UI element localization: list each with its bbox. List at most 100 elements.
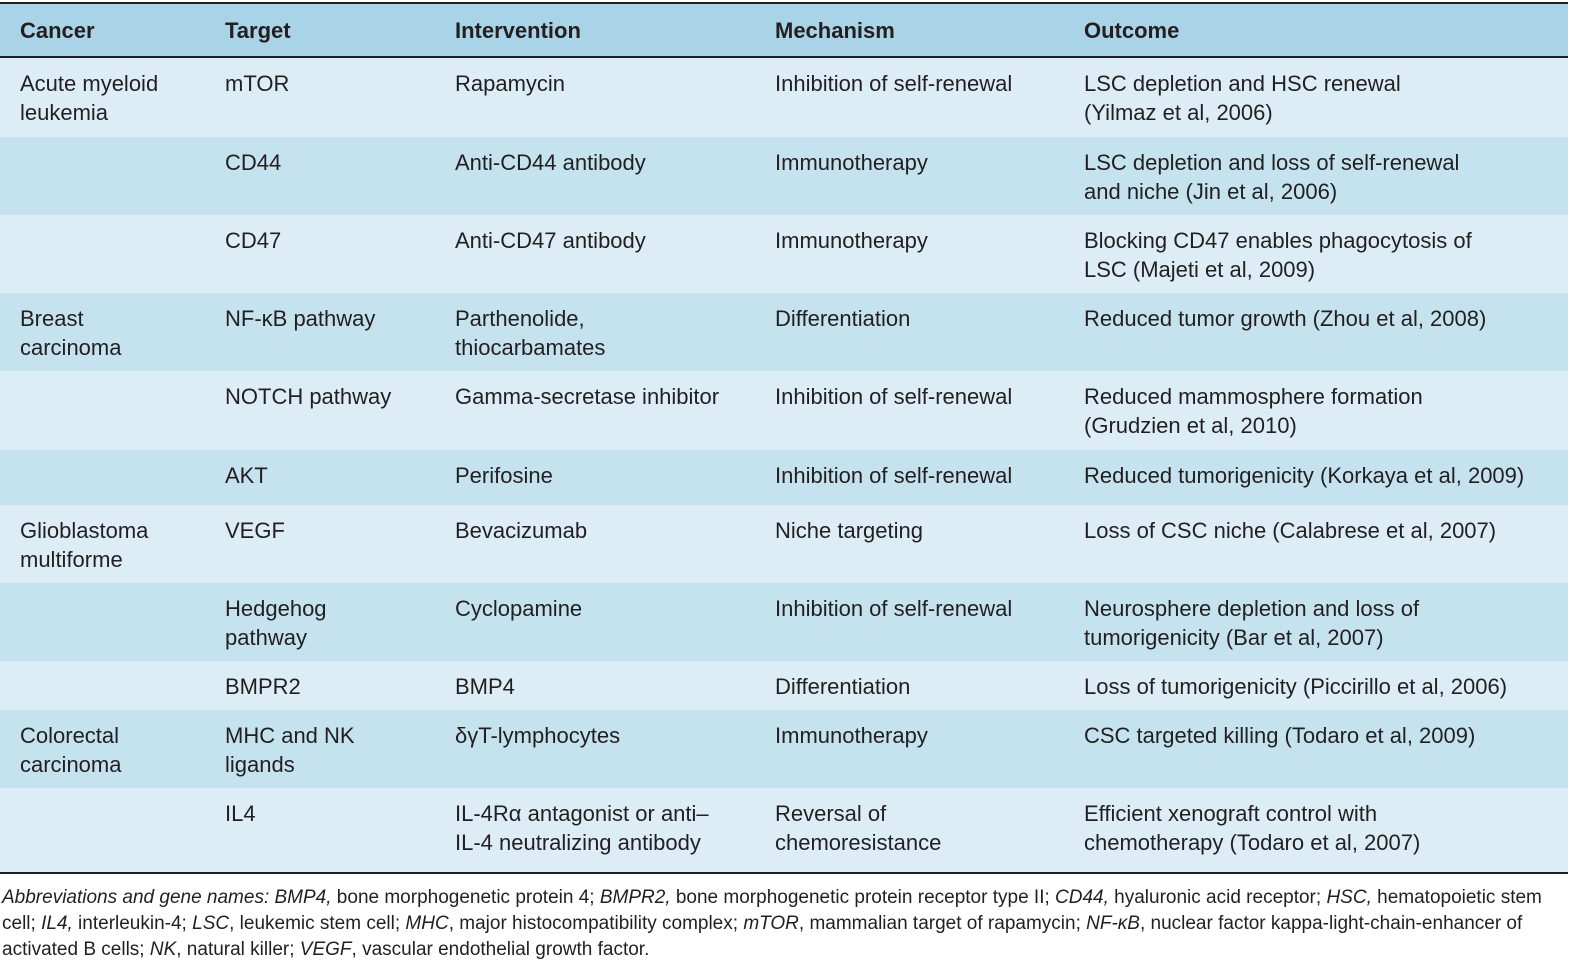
footnote-text: LSC: [192, 913, 230, 934]
cell-text: BMPR2: [225, 674, 301, 699]
cell-text: (Grudzien et al, 2010): [1084, 413, 1297, 438]
cell-text: Inhibition of self-renewal: [775, 384, 1013, 409]
cell-text: Immunotherapy: [775, 228, 928, 253]
table-cell: Differentiation: [775, 293, 1084, 371]
cell-text: tumorigenicity (Bar et al, 2007): [1084, 625, 1384, 650]
cell-text: chemoresistance: [775, 830, 942, 855]
table-cell: Reduced tumor growth (Zhou et al, 2008): [1084, 293, 1568, 371]
footnote-text: MHC: [405, 913, 449, 934]
table-cell: [0, 661, 225, 710]
footnote-text: NF-κB: [1086, 913, 1140, 934]
cell-text: LSC depletion and HSC renewal: [1084, 71, 1401, 96]
table-cell: Inhibition of self-renewal: [775, 450, 1084, 505]
footnote-text: , nuclear factor kappa-light-chain-enhan…: [2, 913, 1523, 960]
cell-text: carcinoma: [20, 752, 122, 777]
cell-text: MHC and NK: [225, 723, 355, 748]
table-cell: VEGF: [225, 505, 455, 583]
table-cell: BMP4: [455, 661, 775, 710]
cell-text: Perifosine: [455, 463, 553, 488]
cell-text: Acute myeloid: [20, 71, 159, 96]
header-text: Outcome: [1084, 17, 1180, 43]
header-cell: Target: [225, 2, 455, 58]
table-cell: [0, 450, 225, 505]
cell-text: Rapamycin: [455, 71, 566, 96]
cell-text: Immunotherapy: [775, 723, 928, 748]
table-row: Colorectal carcinoma MHC and NK ligands δγT-…: [0, 710, 1568, 788]
table-cell: Parthenolide, thiocarbamates: [455, 293, 775, 371]
cell-text: Anti-CD47 antibody: [455, 228, 646, 253]
table-row: AKT Perifosine Inhibition of self-renewal R…: [0, 450, 1568, 505]
cell-text: Cyclopamine: [455, 596, 583, 621]
footnote-text: hyaluronic acid receptor;: [1108, 887, 1327, 908]
footnote-text: bone morphogenetic protein receptor type…: [670, 887, 1056, 908]
cell-text: Reversal of: [775, 801, 887, 826]
table-row: Acute myeloid leukemia mTOR Rapamycin Inhibi…: [0, 57, 1568, 137]
table-cell: Blocking CD47 enables phagocytosis of LSC…: [1084, 215, 1568, 293]
cell-text: Reduced tumorigenicity (Korkaya et al, 2…: [1084, 463, 1525, 488]
table-row: BMPR2 BMP4 Differentiation Loss of tumorige…: [0, 661, 1568, 710]
table-cell: Differentiation: [775, 661, 1084, 710]
cell-text: Loss of tumorigenicity (Piccirillo et al…: [1084, 674, 1508, 699]
cell-text: carcinoma: [20, 335, 122, 360]
table-cell: Acute myeloid leukemia: [0, 57, 225, 137]
table-cell: Rapamycin: [455, 57, 775, 137]
cell-text: δγT-lymphocytes: [455, 723, 621, 748]
cell-text: thiocarbamates: [455, 335, 606, 360]
cell-text: Inhibition of self-renewal: [775, 463, 1013, 488]
table-cell: Hedgehog pathway: [225, 583, 455, 661]
cell-text: AKT: [225, 463, 268, 488]
table-cell: AKT: [225, 450, 455, 505]
footnote-text: , leukemic stem cell;: [229, 913, 406, 934]
table-cell: Inhibition of self-renewal: [775, 371, 1084, 450]
table-cell: Efficient xenograft control with chemothe…: [1084, 788, 1568, 874]
footnote-text: NK: [149, 939, 177, 960]
footnote-text: bone morphogenetic protein 4;: [331, 887, 600, 908]
table-cell: Perifosine: [455, 450, 775, 505]
cell-text: Niche targeting: [775, 518, 923, 543]
table-cell: Cyclopamine: [455, 583, 775, 661]
footnote-text: , natural killer;: [176, 939, 300, 960]
table-row: Hedgehog pathway Cyclopamine Inhibition of …: [0, 583, 1568, 661]
cell-text: multiforme: [20, 547, 123, 572]
cell-text: Breast: [20, 306, 84, 331]
cell-text: Reduced mammosphere formation: [1084, 384, 1423, 409]
table-cell: IL-4Rα antagonist or anti– IL-4 neutraliz…: [455, 788, 775, 874]
table-cell: LSC depletion and HSC renewal (Yilmaz et …: [1084, 57, 1568, 137]
cell-text: and niche (Jin et al, 2006): [1084, 179, 1338, 204]
table-cell: Inhibition of self-renewal: [775, 57, 1084, 137]
table-cell: BMPR2: [225, 661, 455, 710]
table-cell: Bevacizumab: [455, 505, 775, 583]
table-cell: [0, 788, 225, 874]
table-cell: Niche targeting: [775, 505, 1084, 583]
table-cell: NOTCH pathway: [225, 371, 455, 450]
table-cell: Loss of tumorigenicity (Piccirillo et al…: [1084, 661, 1568, 710]
header-cell: Mechanism: [775, 2, 1084, 58]
table-cell: Gamma-secretase inhibitor: [455, 371, 775, 450]
cell-text: Parthenolide,: [455, 306, 585, 331]
table-cell: CSC targeted killing (Todaro et al, 2009…: [1084, 710, 1568, 788]
table-cell: mTOR: [225, 57, 455, 137]
table-header: Cancer Target Intervention Mechanism Outcome: [0, 2, 1568, 58]
table-cell: Reduced tumorigenicity (Korkaya et al, 2…: [1084, 450, 1568, 505]
header-text: Mechanism: [775, 17, 895, 43]
table-cell: Anti-CD44 antibody: [455, 137, 775, 215]
cell-text: Differentiation: [775, 306, 911, 331]
table-cell: Anti-CD47 antibody: [455, 215, 775, 293]
cell-text: Glioblastoma: [20, 518, 149, 543]
table-cell: Loss of CSC niche (Calabrese et al, 2007…: [1084, 505, 1568, 583]
cell-text: LSC (Majeti et al, 2009): [1084, 257, 1316, 282]
cell-text: Neurosphere depletion and loss of: [1084, 596, 1420, 621]
table-cell: IL4: [225, 788, 455, 874]
table-cell: Reversal of chemoresistance: [775, 788, 1084, 874]
cell-text: CD47: [225, 228, 282, 253]
cell-text: Bevacizumab: [455, 518, 588, 543]
table-cell: Immunotherapy: [775, 137, 1084, 215]
table-row: IL4 IL-4Rα antagonist or anti– IL-4 neutra…: [0, 788, 1568, 874]
cell-text: NOTCH pathway: [225, 384, 392, 409]
table-cell: [0, 371, 225, 450]
footnote-text: HSC,: [1326, 887, 1372, 908]
cell-text: leukemia: [20, 100, 109, 125]
footnote-text: BMPR2,: [599, 887, 671, 908]
header-cell: Cancer: [0, 2, 225, 58]
cell-text: Reduced tumor growth (Zhou et al, 2008): [1084, 306, 1487, 331]
